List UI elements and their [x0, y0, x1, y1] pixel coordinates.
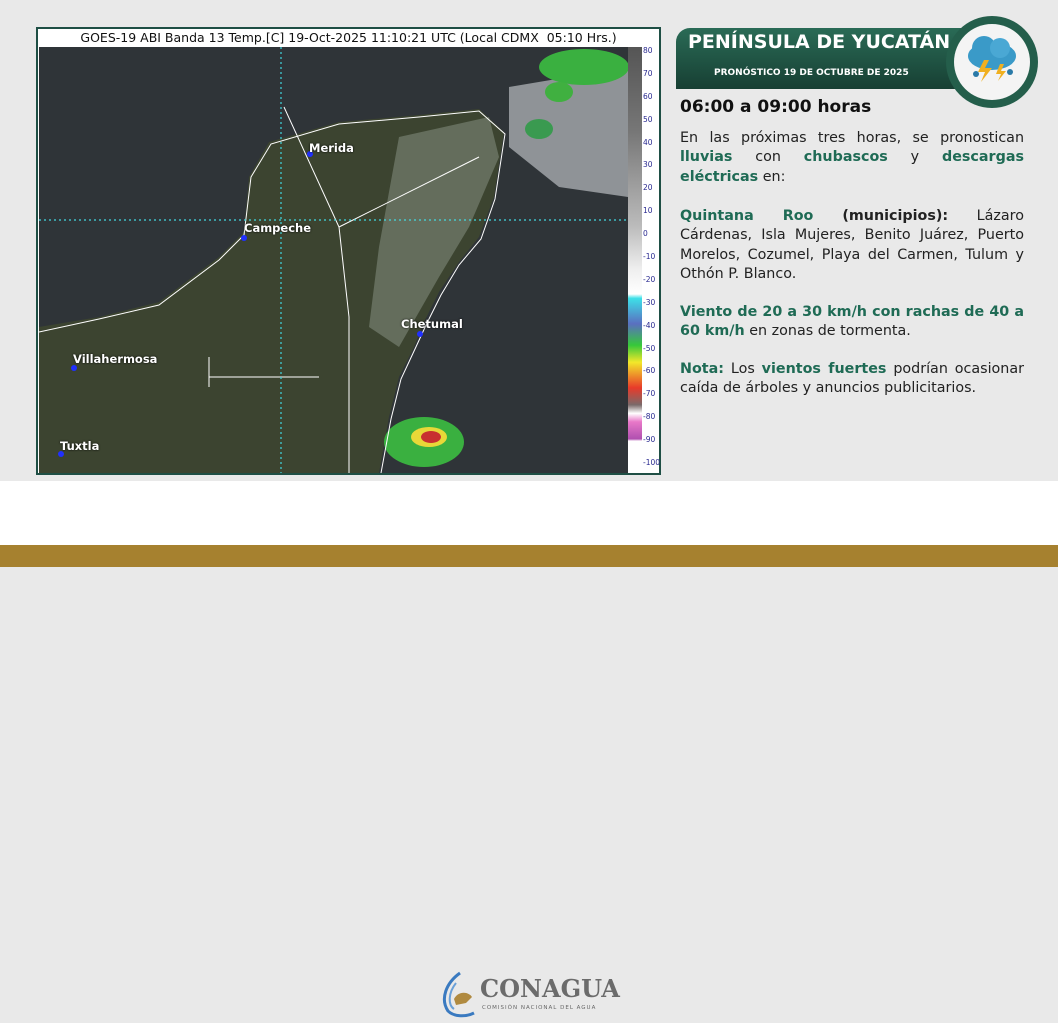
colorbar-tick: -100 [643, 458, 661, 467]
city-marker [307, 151, 313, 157]
colorbar-tick: -80 [643, 412, 656, 422]
city-marker [417, 331, 423, 337]
colorbar-tick: 20 [643, 183, 653, 193]
colorbar-tick: -70 [643, 389, 656, 399]
clouds-ne [509, 67, 628, 197]
city-villahermosa: Villahermosa [73, 352, 158, 366]
colorbar-tick: 60 [643, 91, 653, 101]
map-graphics [39, 47, 628, 473]
colorbar-tick: 50 [643, 114, 653, 124]
city-marker [71, 365, 77, 371]
colorbar-tick: -90 [643, 435, 656, 445]
colorbar-tick: -40 [643, 320, 656, 330]
forecast-date: PRONÓSTICO 19 DE OCTUBRE DE 2025 [714, 68, 909, 78]
colorbar-tick: 80 [643, 46, 653, 55]
colorbar-tick: 10 [643, 206, 653, 216]
city-chetumal: Chetumal [401, 317, 463, 331]
city-campeche: Campeche [244, 221, 312, 235]
forecast-paragraph: En las próximas tres horas, se pronostic… [680, 130, 1024, 185]
note-paragraph: Nota: Los vientos fuertes podrían ocasio… [680, 361, 1024, 397]
colorbar-tick: 0 [643, 229, 648, 239]
logo-subtitle: COMISIÓN NACIONAL DEL AGUA [482, 1005, 597, 1011]
storm-cloud-lightning-icon [946, 16, 1038, 108]
temperature-colorbar [628, 47, 642, 473]
colorbar-tick: 40 [643, 137, 653, 147]
storm-green-ne [539, 49, 628, 85]
conagua-emblem-icon [443, 971, 475, 1018]
city-merida: Merida [309, 141, 354, 155]
state-borders [208, 106, 480, 473]
footer: CONAGUA COMISIÓN NACIONAL DEL AGUA [0, 481, 1058, 1018]
wind-paragraph: Viento de 20 a 30 km/h con rachas de 40 … [680, 304, 1024, 340]
city-tuxtla: Tuxtla [60, 439, 100, 453]
city-marker [58, 451, 64, 457]
conagua-logo: CONAGUA COMISIÓN NACIONAL DEL AGUA [438, 969, 638, 1021]
satellite-map-panel: GOES-19 ABI Banda 13 Temp.[C] 19-Oct-202… [36, 27, 661, 475]
time-range: 06:00 a 09:00 horas [680, 97, 872, 117]
colorbar-tick: -20 [643, 274, 656, 284]
colorbar-tick: 30 [643, 160, 653, 170]
colorbar-tick: -30 [643, 297, 656, 307]
region-banner: PENÍNSULA DE YUCATÁN PRONÓSTICO 19 DE OC… [676, 28, 966, 89]
colorbar-ticks: 80 70 60 50 40 30 20 10 0 -10 -20 -30 -40 -50 -60 -70 -8… [642, 46, 661, 473]
footer-gold-bar [0, 545, 1058, 567]
colorbar-tick: -10 [643, 252, 656, 261]
region-title: PENÍNSULA DE YUCATÁN [688, 31, 951, 53]
city-marker [241, 235, 247, 241]
map-title: GOES-19 ABI Banda 13 Temp.[C] 19-Oct-202… [80, 30, 617, 45]
colorbar-tick: -50 [643, 343, 656, 353]
logo-name: CONAGUA [480, 974, 620, 1003]
coastline [39, 110, 506, 473]
colorbar-tick: -60 [643, 366, 656, 376]
satellite-image: Merida Campeche Chetumal Villahermosa Tu… [39, 47, 628, 473]
municipalities-paragraph: Quintana Roo (municipios): Lázaro Cárden… [680, 208, 1024, 282]
clouds-land [369, 117, 499, 347]
colorbar-tick: 70 [643, 68, 653, 78]
